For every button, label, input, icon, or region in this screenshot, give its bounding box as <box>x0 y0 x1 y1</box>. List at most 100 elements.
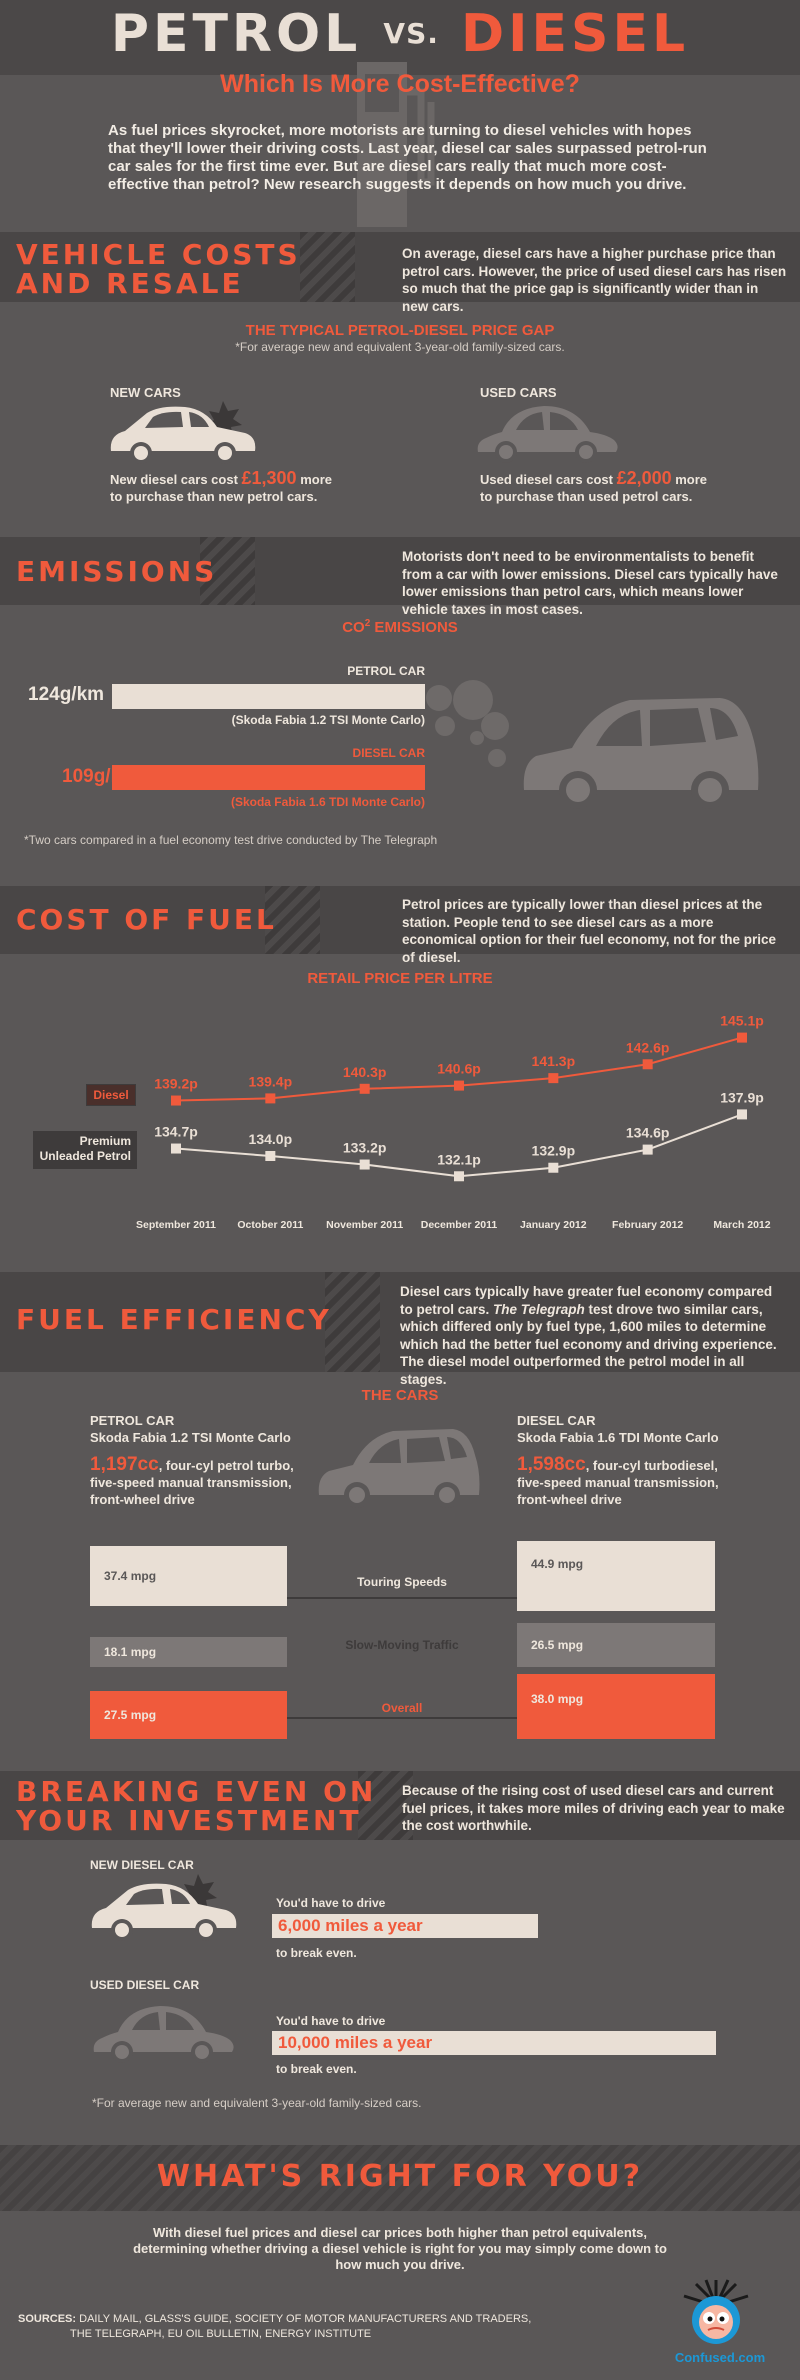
mpg-diesel-bar: 44.9 mpg <box>517 1541 715 1611</box>
title-diesel: DIESEL <box>461 4 690 64</box>
mpg-row-overall: 27.5 mpg Overall 38.0 mpg <box>90 1674 715 1739</box>
mpg-diesel-bar: 38.0 mpg <box>517 1674 715 1739</box>
title-vs: VS. <box>383 17 439 50</box>
fuel-cost-title: COST OF FUEL <box>16 903 277 936</box>
diesel-price-point <box>171 1095 181 1106</box>
mpg-diesel-value: 26.5 mpg <box>531 1638 584 1652</box>
used-cars-text-post: more <box>671 472 708 487</box>
month-tick-label: October 2011 <box>237 1219 303 1231</box>
petrol-car-spec1: , four-cyl petrol turbo, <box>158 1458 294 1473</box>
month-tick-label: February 2012 <box>612 1219 683 1231</box>
vehicle-costs-text: On average, diesel cars have a higher pu… <box>402 246 787 314</box>
diesel-car-spec3: front-wheel drive <box>517 1492 622 1507</box>
petrol-car-spec3: front-wheel drive <box>90 1492 195 1507</box>
mpg-petrol-bar: 27.5 mpg <box>90 1691 287 1739</box>
diesel-price-label: 142.6p <box>626 1039 670 1055</box>
efficiency-text-b: test drove two similar cars, which diffe… <box>400 1301 777 1387</box>
breakeven-band <box>0 1771 800 1840</box>
emissions-text: Motorists don't need to be environmental… <box>402 549 778 617</box>
price-chart-title: RETAIL PRICE PER LITRE <box>307 970 493 987</box>
mpg-row-divider <box>287 1717 517 1719</box>
petrol-car-spec: PETROL CAR Skoda Fabia 1.2 TSI Monte Car… <box>90 1412 294 1508</box>
used-diesel-label: USED DIESEL CAR <box>90 1978 200 1992</box>
petrol-price-label: 132.1p <box>437 1151 481 1167</box>
new-cars-text-pre: New diesel cars cost <box>110 472 242 487</box>
header-subtitle: Which Is More Cost-Effective? <box>220 70 580 98</box>
vehicle-costs-title-line1: VEHICLE COSTS <box>16 238 301 271</box>
petrol-price-point <box>454 1171 464 1182</box>
petrol-car-spec2: five-speed manual transmission, <box>90 1475 292 1490</box>
used-diesel-miles: 10,000 miles a year <box>278 2033 433 2052</box>
mpg-petrol-bar: 37.4 mpg <box>90 1546 287 1606</box>
diesel-car-spec1: , four-cyl turbodiesel, <box>585 1458 718 1473</box>
petrol-price-point <box>548 1162 559 1173</box>
diesel-price-point <box>359 1083 370 1094</box>
diesel-price-point <box>265 1093 276 1104</box>
emissions-footnote: *Two cars compared in a fuel economy tes… <box>24 833 438 847</box>
efficiency-text: Diesel cars typically have greater fuel … <box>400 1283 785 1388</box>
right-for-you-title: WHAT'S RIGHT FOR YOU? <box>156 2159 644 2194</box>
month-tick-label: November 2011 <box>326 1219 403 1231</box>
new-cars-amount: £1,300 <box>241 468 297 488</box>
confused-brand-text[interactable]: Confused.com <box>674 2350 766 2365</box>
petrol-legend-tag: Premium Unleaded Petrol <box>33 1131 137 1169</box>
sources-text: SOURCES: DAILY MAIL, GLASS'S GUIDE, SOCI… <box>18 2312 531 2342</box>
petrol-price-label: 137.9p <box>720 1089 764 1105</box>
new-diesel-miles: 6,000 miles a year <box>278 1916 423 1935</box>
price-gap-note: *For average new and equivalent 3-year-o… <box>235 340 565 354</box>
mpg-petrol-bar: 18.1 mpg <box>90 1637 287 1667</box>
diesel-model-label: (Skoda Fabia 1.6 TDI Monte Carlo) <box>230 795 425 809</box>
right-for-you-text: With diesel fuel prices and diesel car p… <box>133 2225 667 2272</box>
month-tick-label: March 2012 <box>713 1219 770 1231</box>
petrol-price-point <box>359 1159 370 1170</box>
price-line-chart: 139.2p 139.4p 140.3p 140.6p 141.3p 142.6p 145.… <box>136 1013 771 1231</box>
new-cars-text: New diesel cars cost £1,300 more to purc… <box>110 468 332 505</box>
breakeven-note: *For average new and equivalent 3-year-o… <box>92 2096 422 2110</box>
diesel-price-point <box>737 1032 747 1043</box>
diesel-price-label: 139.2p <box>154 1076 198 1092</box>
vehicle-costs-title: VEHICLE COSTS AND RESALE <box>16 240 301 299</box>
petrol-price-label: 134.7p <box>154 1124 198 1140</box>
petrol-price-label: 134.6p <box>626 1125 670 1141</box>
mpg-petrol-value: 27.5 mpg <box>104 1708 157 1722</box>
diesel-price-label: 140.6p <box>437 1061 481 1077</box>
used-diesel-post: to break even. <box>276 2062 357 2076</box>
new-diesel-car-icon <box>91 1874 237 1941</box>
mpg-row-traffic: 18.1 mpg Slow-Moving Traffic 26.5 mpg <box>90 1623 715 1668</box>
petrol-price-point <box>265 1151 276 1161</box>
diesel-car-label: DIESEL CAR <box>352 746 425 760</box>
petrol-legend-line1: Premium <box>79 1134 131 1148</box>
used-cars-text-pre: Used diesel cars cost <box>480 472 617 487</box>
efficiency-band <box>0 1272 800 1372</box>
breakeven-title-line1: BREAKING EVEN ON <box>16 1775 377 1808</box>
co2-title: CO2 EMISSIONS <box>0 618 800 636</box>
fuel-pump-icon <box>357 62 435 227</box>
co2-title-pre: CO <box>342 619 365 636</box>
sources-line2: THE TELEGRAPH, EU OIL BULLETIN, ENERGY I… <box>70 2328 372 2340</box>
diesel-legend-tag: Diesel <box>86 1084 136 1106</box>
fuel-cost-band <box>0 886 800 954</box>
mpg-row-touring: 37.4 mpg Touring Speeds 44.9 mpg <box>90 1541 715 1611</box>
used-diesel-miles-bar: 10,000 miles a year <box>272 2031 716 2055</box>
vehicle-costs-band <box>0 232 800 302</box>
petrol-car-cc: 1,197cc <box>90 1454 159 1475</box>
new-cars-label: NEW CARS <box>110 385 181 400</box>
co2-title-sup: 2 <box>364 618 371 629</box>
mpg-diesel-value: 38.0 mpg <box>531 1692 584 1706</box>
new-diesel-label: NEW DIESEL CAR <box>90 1858 194 1872</box>
diesel-car-cc: 1,598cc <box>517 1454 586 1475</box>
mpg-row-label: Overall <box>381 1701 423 1715</box>
diesel-price-label: 141.3p <box>532 1053 576 1069</box>
breakeven-text: Because of the rising cost of used diese… <box>402 1783 785 1834</box>
sources-line1: DAILY MAIL, GLASS'S GUIDE, SOCIETY OF MO… <box>76 2313 532 2325</box>
diesel-price-label: 139.4p <box>249 1073 293 1089</box>
co2-title-post: EMISSIONS <box>370 619 458 636</box>
new-diesel-pre: You'd have to drive <box>276 1896 386 1910</box>
new-diesel-miles-bar: 6,000 miles a year <box>272 1914 538 1938</box>
breakeven-title-line2: YOUR INVESTMENT <box>16 1804 362 1838</box>
diesel-emission-bar <box>112 765 425 790</box>
used-car-icon <box>477 406 618 463</box>
month-tick-label: September 2011 <box>136 1219 216 1231</box>
diesel-price-label: 140.3p <box>343 1064 387 1080</box>
petrol-car-model: Skoda Fabia 1.2 TSI Monte Carlo <box>90 1430 291 1445</box>
